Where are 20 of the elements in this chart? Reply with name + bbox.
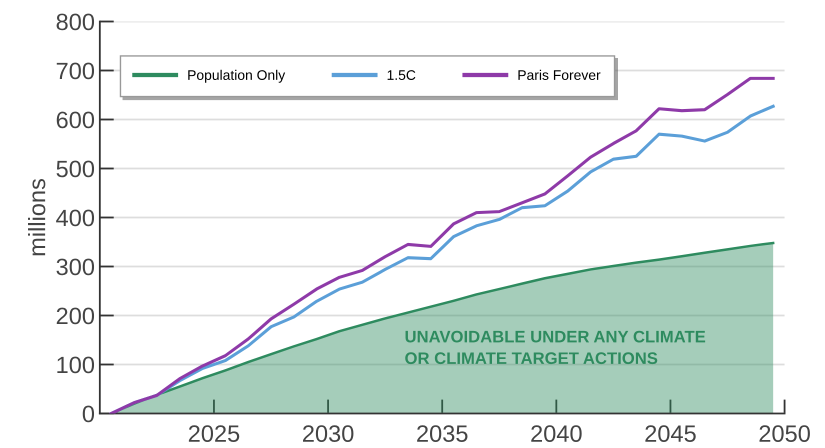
y-tick-label: 300 bbox=[56, 258, 94, 276]
y-axis-title: millions bbox=[28, 178, 46, 256]
x-tick-label: 2045 bbox=[645, 425, 696, 442]
x-tick-label: 2040 bbox=[531, 425, 582, 442]
x-tick-label: 2030 bbox=[303, 425, 354, 442]
y-tick-label: 400 bbox=[56, 210, 94, 226]
legend-label: Population Only bbox=[188, 70, 286, 83]
y-tick-label: 700 bbox=[56, 62, 94, 80]
x-tick-label: 2050 bbox=[760, 425, 810, 442]
legend-label: 1.5C bbox=[388, 70, 416, 80]
y-tick-label: 0 bbox=[82, 406, 94, 422]
x-tick-label: 2035 bbox=[417, 425, 468, 442]
annotation: UNAVOIDABLE UNDER ANY CLIMATE OR CLIMATE TARGET ACTIONS bbox=[405, 330, 706, 364]
y-tick-label: 600 bbox=[56, 112, 94, 128]
y-tick-label: 800 bbox=[56, 14, 94, 30]
y-tick-label: 100 bbox=[57, 356, 94, 374]
y-tick-label: 500 bbox=[56, 160, 94, 178]
legend-label: Paris Forever bbox=[518, 70, 600, 80]
y-tick-label: 200 bbox=[56, 308, 94, 324]
x-tick-label: 2025 bbox=[188, 425, 240, 442]
